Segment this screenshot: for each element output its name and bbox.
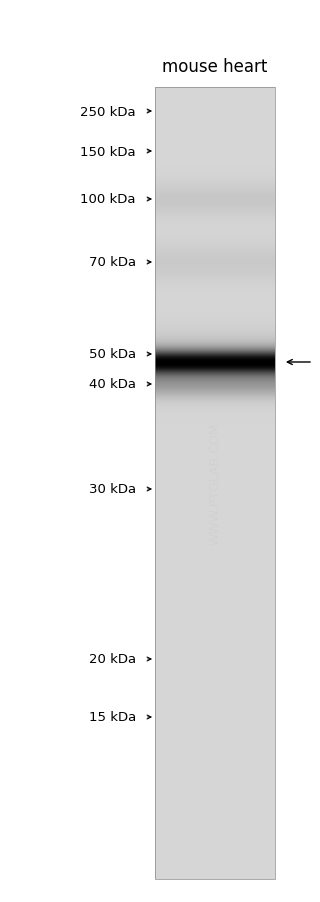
Text: 20 kDa: 20 kDa [89,653,136,666]
Text: 100 kDa: 100 kDa [81,193,136,207]
Text: 30 kDa: 30 kDa [89,483,136,496]
Text: 40 kDa: 40 kDa [89,378,136,391]
Text: mouse heart: mouse heart [162,58,268,76]
Text: 70 kDa: 70 kDa [89,256,136,269]
Text: 250 kDa: 250 kDa [80,106,136,118]
Text: 150 kDa: 150 kDa [80,145,136,159]
Text: 15 kDa: 15 kDa [89,711,136,723]
Text: 50 kDa: 50 kDa [89,348,136,361]
Text: WWW.PTGLAB.COM: WWW.PTGLAB.COM [209,422,221,545]
Bar [155,87,275,879]
